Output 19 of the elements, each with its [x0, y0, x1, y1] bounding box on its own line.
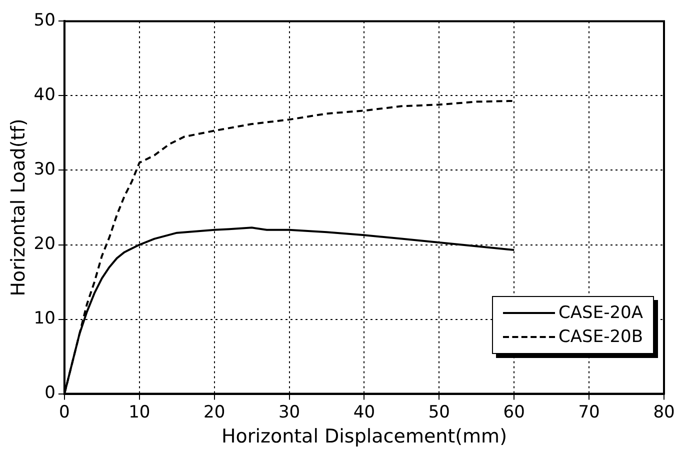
y-tick-label: 50 — [34, 10, 56, 31]
x-tick-label: 70 — [578, 402, 600, 422]
y-tick-label: 30 — [34, 160, 56, 180]
legend-label: CASE-20A — [558, 302, 643, 325]
y-tick-label: 40 — [34, 85, 56, 106]
y-axis-title: Horizontal Load(tf) — [7, 118, 30, 296]
y-tick-label: 10 — [34, 308, 56, 329]
x-tick-label: 20 — [204, 402, 226, 422]
x-tick-label: 10 — [128, 402, 150, 422]
x-tick-label: 40 — [353, 402, 376, 422]
x-axis-title: Horizontal Displacement(mm) — [221, 426, 507, 448]
x-tick-label: 80 — [653, 402, 675, 422]
x-tick-label: 50 — [428, 402, 450, 422]
x-tick-label: 30 — [278, 402, 300, 422]
x-tick-label: 60 — [503, 402, 525, 422]
y-tick-label: 0 — [44, 383, 56, 404]
x-tick-label: 0 — [59, 402, 70, 422]
y-tick-label: 20 — [34, 234, 56, 254]
legend-label: CASE-20B — [558, 326, 643, 349]
